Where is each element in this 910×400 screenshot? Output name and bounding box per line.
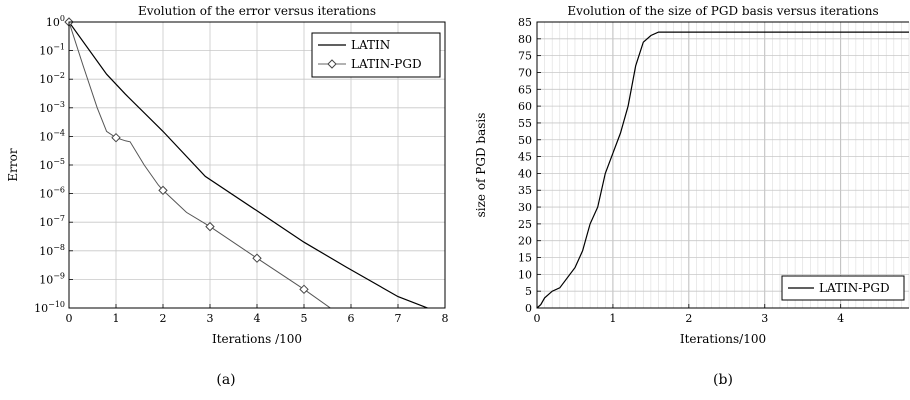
y-tick-label: 50 [518, 134, 532, 147]
x-tick-label: 2 [160, 312, 167, 325]
y-tick-label: 10−8 [39, 243, 65, 258]
y-tick-label: 10−6 [39, 186, 65, 201]
y-tick-label: 35 [518, 184, 532, 197]
x-tick-label: 3 [761, 312, 768, 325]
y-tick-label: 10−10 [34, 300, 65, 315]
y-tick-label: 10−5 [39, 157, 65, 172]
x-tick-label: 7 [395, 312, 402, 325]
latin-pgd-marker [205, 221, 215, 232]
chart-b-y-axis-label: size of PGD basis [474, 113, 488, 218]
chart-a-y-axis-label: Error [6, 148, 20, 181]
y-tick-label: 10−1 [39, 43, 65, 58]
chart-b: Evolution of the size of PGD basis versu… [474, 4, 910, 388]
y-tick-label: 10 [518, 268, 532, 281]
series-latin-line [69, 22, 430, 308]
chart-b-legend: LATIN-PGD [781, 275, 905, 301]
y-tick-label: 15 [518, 252, 532, 265]
x-tick-label: 0 [66, 312, 73, 325]
series-latin-pgd-line [69, 22, 332, 308]
y-tick-label: 0 [525, 302, 532, 315]
y-tick-label: 10−2 [39, 71, 65, 86]
chart-a-legend-box [311, 32, 441, 78]
caption-a: (a) [216, 372, 235, 388]
x-tick-label: 8 [442, 312, 449, 325]
y-tick-label: 55 [518, 117, 532, 130]
chart-b-grid [536, 21, 910, 309]
y-tick-label: 60 [518, 100, 532, 113]
chart-a-y-ticks: 100 10−1 10−2 10−3 10−4 10−5 10−6 10−7 10−8 10−9 1… [34, 14, 73, 315]
legend-latin-label: LATIN [351, 38, 390, 52]
series-latin-pgd-basis-line [536, 31, 909, 309]
y-tick-label: 75 [518, 50, 532, 63]
x-tick-label: 3 [207, 312, 214, 325]
legend-latin-pgd-marker [327, 59, 337, 69]
x-tick-label: 1 [609, 312, 616, 325]
y-tick-label: 10−7 [39, 214, 65, 229]
chart-a: Evolution of the error versus iterations… [6, 4, 449, 388]
y-tick-label: 10−4 [39, 128, 65, 143]
y-tick-label: 70 [518, 66, 532, 79]
y-tick-label: 10−3 [39, 100, 65, 115]
y-tick-label: 30 [518, 201, 532, 214]
caption-b: (b) [713, 372, 733, 388]
latin-pgd-marker [111, 133, 121, 143]
chart-a-title: Evolution of the error versus iterations [138, 4, 376, 18]
chart-a-x-ticks: 0 1 2 3 4 5 6 7 8 [66, 304, 449, 325]
chart-a-grid [68, 21, 446, 309]
x-tick-label: 5 [301, 312, 308, 325]
chart-b-title: Evolution of the size of PGD basis versu… [567, 4, 878, 18]
x-tick-label: 4 [837, 312, 844, 325]
chart-a-x-axis-label: Iterations /100 [212, 332, 302, 346]
legend-b-latin-pgd-label: LATIN-PGD [819, 281, 890, 295]
y-tick-label: 40 [518, 167, 532, 180]
chart-b-x-axis-label: Iterations/100 [680, 332, 766, 346]
x-tick-label: 2 [685, 312, 692, 325]
x-tick-label: 6 [348, 312, 355, 325]
latin-pgd-marker [299, 284, 309, 295]
x-tick-label: 0 [534, 312, 541, 325]
y-tick-label: 65 [518, 83, 532, 96]
y-tick-label: 10−9 [39, 271, 65, 286]
legend-latin-pgd-label: LATIN-PGD [351, 57, 422, 71]
y-tick-label: 80 [518, 33, 532, 46]
chart-b-plot-frame [536, 21, 909, 309]
chart-b-x-ticks: 0 1 2 3 4 [534, 304, 844, 325]
y-tick-label: 100 [46, 14, 65, 29]
y-tick-label: 45 [518, 151, 532, 164]
y-tick-label: 5 [525, 285, 532, 298]
chart-a-series [64, 17, 430, 308]
chart-a-legend: LATIN LATIN-PGD [311, 32, 441, 78]
x-tick-label: 1 [113, 312, 120, 325]
y-tick-label: 20 [518, 235, 532, 248]
y-tick-label: 85 [518, 16, 532, 29]
latin-pgd-marker [158, 185, 168, 196]
latin-pgd-marker [252, 253, 262, 263]
x-tick-label: 4 [254, 312, 261, 325]
y-tick-label: 25 [518, 218, 532, 231]
chart-b-series [536, 31, 909, 309]
chart-b-y-ticks: 0 5 10 15 20 25 30 35 40 45 50 55 60 65 70 75 80 85 [518, 16, 541, 315]
